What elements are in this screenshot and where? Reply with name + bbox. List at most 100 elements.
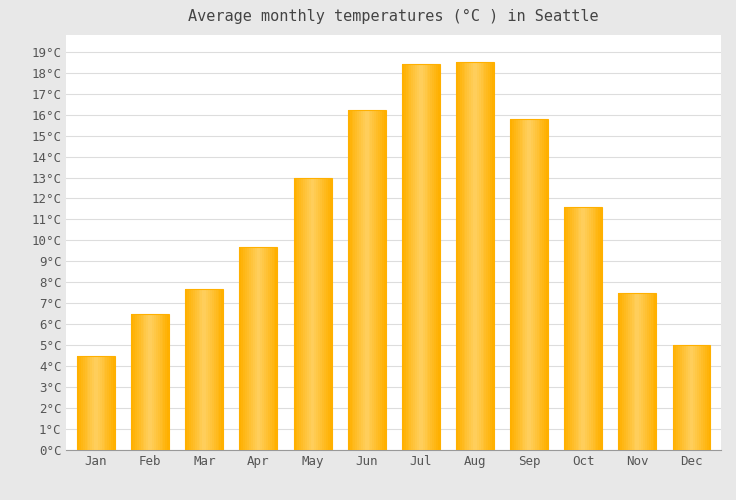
Bar: [701, 345, 703, 450]
Bar: [583, 207, 585, 450]
Bar: [408, 64, 409, 450]
Bar: [438, 64, 440, 450]
Bar: [365, 110, 367, 450]
Bar: [680, 345, 682, 450]
Bar: [257, 246, 258, 450]
Bar: [486, 62, 488, 450]
Bar: [100, 356, 102, 450]
Bar: [350, 110, 352, 450]
Bar: [523, 119, 526, 450]
Bar: [193, 288, 195, 450]
Bar: [268, 246, 270, 450]
Bar: [107, 356, 109, 450]
Bar: [546, 119, 548, 450]
Bar: [98, 356, 100, 450]
Bar: [456, 62, 494, 450]
Bar: [79, 356, 81, 450]
Bar: [245, 246, 247, 450]
Bar: [376, 110, 378, 450]
Bar: [478, 62, 481, 450]
Bar: [144, 314, 146, 450]
Bar: [294, 178, 295, 450]
Bar: [355, 110, 357, 450]
Bar: [326, 178, 328, 450]
Bar: [419, 64, 421, 450]
Bar: [703, 345, 705, 450]
Bar: [415, 64, 417, 450]
Bar: [488, 62, 490, 450]
Bar: [620, 293, 622, 450]
Bar: [295, 178, 297, 450]
Bar: [510, 119, 548, 450]
Bar: [370, 110, 372, 450]
Bar: [219, 288, 222, 450]
Bar: [264, 246, 266, 450]
Bar: [421, 64, 422, 450]
Bar: [241, 246, 244, 450]
Bar: [682, 345, 684, 450]
Bar: [328, 178, 330, 450]
Bar: [314, 178, 316, 450]
Bar: [199, 288, 200, 450]
Bar: [465, 62, 467, 450]
Bar: [191, 288, 193, 450]
Bar: [490, 62, 492, 450]
Bar: [150, 314, 152, 450]
Bar: [464, 62, 465, 450]
Bar: [367, 110, 369, 450]
Bar: [640, 293, 641, 450]
Bar: [82, 356, 85, 450]
Bar: [300, 178, 301, 450]
Bar: [529, 119, 531, 450]
Bar: [77, 356, 79, 450]
Bar: [477, 62, 478, 450]
Bar: [696, 345, 697, 450]
Bar: [247, 246, 249, 450]
Bar: [618, 293, 620, 450]
Bar: [470, 62, 471, 450]
Bar: [185, 288, 187, 450]
Bar: [406, 64, 408, 450]
Bar: [251, 246, 252, 450]
Bar: [517, 119, 520, 450]
Bar: [202, 288, 205, 450]
Bar: [422, 64, 425, 450]
Bar: [139, 314, 141, 450]
Bar: [653, 293, 654, 450]
Bar: [212, 288, 213, 450]
Bar: [318, 178, 320, 450]
Bar: [375, 110, 376, 450]
Bar: [568, 207, 570, 450]
Bar: [81, 356, 82, 450]
Bar: [514, 119, 516, 450]
Bar: [320, 178, 322, 450]
Bar: [516, 119, 517, 450]
Bar: [409, 64, 411, 450]
Bar: [544, 119, 546, 450]
Bar: [261, 246, 262, 450]
Bar: [77, 356, 115, 450]
Bar: [622, 293, 624, 450]
Bar: [102, 356, 104, 450]
Bar: [156, 314, 158, 450]
Bar: [160, 314, 161, 450]
Bar: [378, 110, 380, 450]
Bar: [647, 293, 648, 450]
Bar: [372, 110, 375, 450]
Bar: [626, 293, 628, 450]
Bar: [166, 314, 167, 450]
Bar: [111, 356, 113, 450]
Bar: [533, 119, 535, 450]
Bar: [383, 110, 386, 450]
Bar: [189, 288, 191, 450]
Bar: [113, 356, 115, 450]
Bar: [526, 119, 527, 450]
Bar: [152, 314, 154, 450]
Bar: [697, 345, 699, 450]
Bar: [473, 62, 475, 450]
Bar: [436, 64, 438, 450]
Bar: [258, 246, 261, 450]
Bar: [471, 62, 473, 450]
Bar: [352, 110, 353, 450]
Bar: [456, 62, 458, 450]
